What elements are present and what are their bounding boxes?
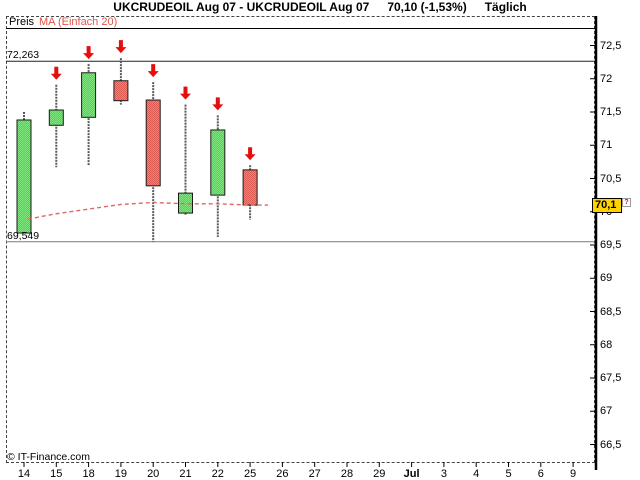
candle-body-up bbox=[16, 119, 32, 234]
last-price-badge[interactable]: 70,1 bbox=[592, 197, 622, 213]
sell-signal-arrow bbox=[212, 97, 224, 111]
candle-body-down bbox=[113, 80, 129, 102]
candle-body-up bbox=[48, 109, 64, 126]
time-tick-label: 21 bbox=[179, 468, 192, 480]
candle-body-up bbox=[178, 192, 193, 214]
price-tick-label: 67,5 bbox=[600, 372, 622, 384]
instrument-name: UKCRUDEOIL Aug 07 - UKCRUDEOIL Aug 07 bbox=[113, 0, 370, 14]
price-tick-label: 72 bbox=[600, 72, 613, 85]
time-tick-label: 26 bbox=[276, 468, 289, 480]
time-tick-label: 20 bbox=[147, 468, 160, 480]
price-tick-label: 69 bbox=[600, 272, 613, 285]
price-level-label-high: 72,263 bbox=[7, 49, 40, 62]
time-tick-label: 4 bbox=[473, 468, 480, 480]
time-tick-label: 9 bbox=[570, 468, 577, 480]
time-tick-label: 27 bbox=[308, 468, 321, 480]
price-tick-label: 69,5 bbox=[600, 239, 622, 251]
time-tick-label: 14 bbox=[17, 468, 31, 480]
time-tick-label: 28 bbox=[340, 468, 354, 480]
price-tick-label: 68 bbox=[600, 338, 613, 351]
chart-plot-area[interactable] bbox=[6, 16, 595, 463]
legend-bar: Preis MA (Einfach 20) bbox=[6, 16, 595, 29]
time-tick-label: 19 bbox=[114, 468, 128, 480]
time-tick-label: 6 bbox=[537, 468, 544, 480]
candle-body-down bbox=[242, 169, 258, 206]
sell-signal-arrow bbox=[50, 66, 62, 80]
time-tick-label: 29 bbox=[373, 468, 386, 480]
time-tick-label: Jul bbox=[403, 468, 420, 480]
price-tick-label: 66,5 bbox=[600, 438, 622, 451]
sell-signal-arrow bbox=[180, 86, 191, 100]
price-badge-alert-icon[interactable]: ? bbox=[622, 197, 631, 207]
sell-signal-arrow bbox=[115, 40, 127, 54]
time-tick-label: 18 bbox=[82, 468, 95, 480]
sell-signal-arrow bbox=[147, 64, 159, 78]
price-tick-label: 72,5 bbox=[600, 39, 622, 52]
legend-item-ma20[interactable]: MA (Einfach 20) bbox=[39, 16, 118, 28]
time-tick-label: 22 bbox=[211, 468, 224, 480]
time-tick-label: 3 bbox=[440, 468, 447, 480]
legend-item-price[interactable]: Preis bbox=[9, 16, 35, 28]
time-tick-label: 5 bbox=[505, 468, 512, 480]
time-tick-label: 15 bbox=[50, 468, 63, 480]
price-tick-label: 68,5 bbox=[600, 305, 622, 318]
time-tick-label: 25 bbox=[243, 468, 257, 480]
price-tick-label: 67 bbox=[600, 405, 613, 418]
candle-body-up bbox=[210, 129, 226, 196]
price-tick-label: 71 bbox=[600, 139, 613, 152]
it-finance-watermark: © IT-Finance.com bbox=[7, 451, 91, 463]
price-tick-label: 70,5 bbox=[600, 172, 622, 185]
price-tick-label: 71,5 bbox=[600, 106, 622, 118]
price-level-label-low: 69,549 bbox=[7, 229, 40, 242]
last-quote: 70,10 (-1,53%) bbox=[387, 0, 467, 14]
ma20-line bbox=[27, 201, 269, 220]
chart-title: UKCRUDEOIL Aug 07 - UKCRUDEOIL Aug 07 70,… bbox=[0, 0, 640, 14]
sell-signal-arrow bbox=[83, 46, 95, 60]
sell-signal-arrow bbox=[244, 147, 256, 161]
period-label: Täglich bbox=[484, 0, 527, 14]
candle-body-down bbox=[145, 99, 161, 187]
candle-body-up bbox=[81, 72, 97, 118]
